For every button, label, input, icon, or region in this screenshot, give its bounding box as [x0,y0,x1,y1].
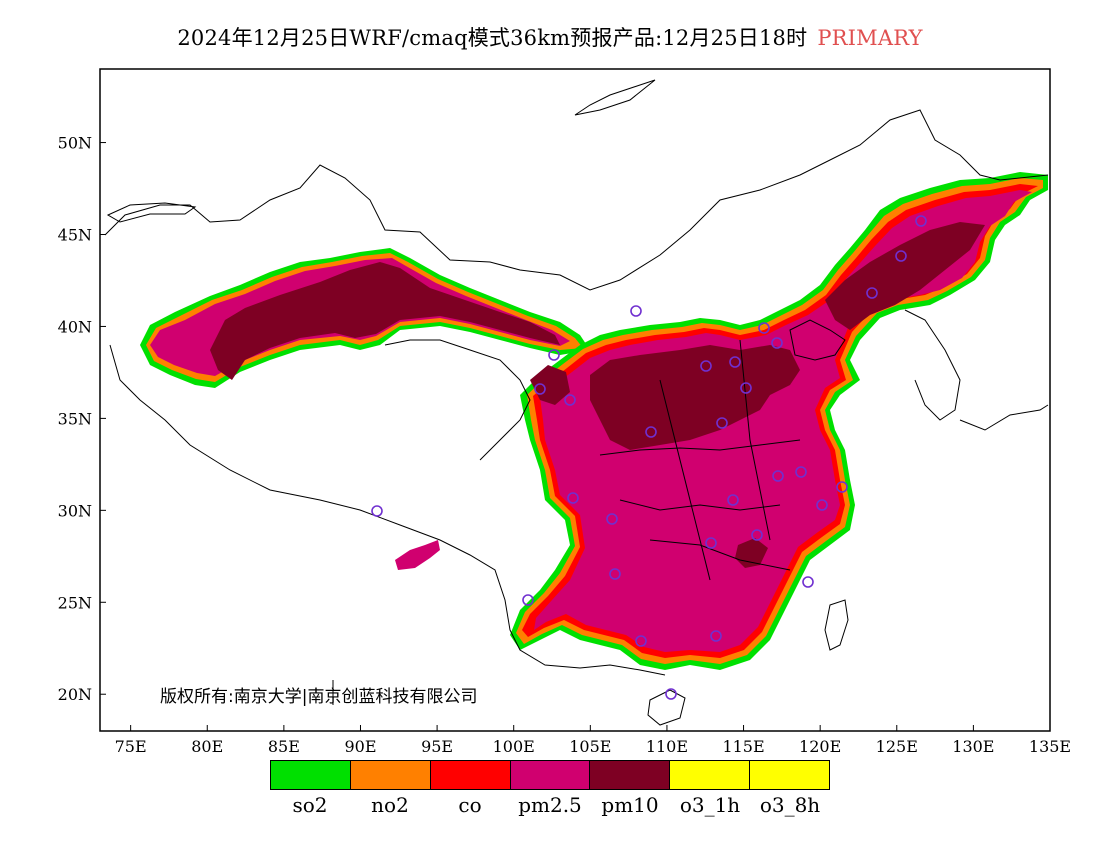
station-marker [727,494,739,506]
primary-tag: PRIMARY [817,26,923,50]
y-axis: 50N 45N 40N 35N 30N 25N 20N [58,134,106,704]
x-axis: 75E 80E 85E 90E 95E 100E 105E 110E 115E 120E 125E 1… [115,725,1071,756]
legend-label: pm2.5 [518,793,582,817]
legend-swatch-pm10 [590,761,671,789]
legend-swatch-co [430,761,511,789]
station-marker [716,417,728,429]
x-tick-label: 110E [646,737,688,756]
station-marker [609,568,621,580]
x-tick-label: 115E [722,737,764,756]
province-line-3 [649,539,791,571]
station-marker [740,382,752,394]
station-marker [534,383,546,395]
bohai-coast [789,319,846,361]
x-tick-label: 85E [268,737,300,756]
x-tick-label: 80E [191,737,223,756]
plot-frame [99,68,1051,732]
x-tick-label: 105E [569,737,611,756]
station-marker [816,499,828,511]
station-marker [371,505,383,517]
pm25-east-region [534,190,1032,652]
station-marker [710,630,722,642]
station-marker [548,349,560,361]
y-tick-label: 40N [58,317,92,336]
x-tick-label: 125E [876,737,918,756]
station-marker [758,322,770,334]
station-marker [802,576,814,588]
legend-label: pm10 [601,793,659,817]
map-title: 2024年12月25日WRF/cmaq模式36km预报产品:12月25日18时 P… [0,22,1100,52]
japan-coast [959,404,1049,431]
station-marker [522,594,534,606]
station-marker [606,513,618,525]
y-tick-label: 25N [58,593,92,612]
y-tick-label: 30N [58,501,92,520]
station-marker [729,356,741,368]
korea-coast [904,309,961,421]
legend-label: o3_8h [759,793,821,817]
hainan-coast [647,689,686,726]
province-line-4 [659,379,711,581]
station-markers [371,215,927,700]
station-marker [795,466,807,478]
province-line-5 [739,339,771,541]
legend-bar [270,760,830,790]
station-marker [866,287,878,299]
x-tick-label: 90E [344,737,376,756]
y-tick-label: 45N [58,226,92,245]
x-tick-label: 100E [493,737,535,756]
station-marker [915,215,927,227]
x-tick-label: 95E [421,737,453,756]
x-tick-label: 120E [799,737,841,756]
legend-label: co [458,793,482,817]
legend-label: so2 [292,793,328,817]
tibet-inner-line [384,339,531,461]
copyright-text: 版权所有:南京大学|南京创蓝科技有限公司 [160,687,478,707]
border-lines [104,79,1049,726]
y-tick-label: 20N [58,685,92,704]
pm10-layer [210,222,985,568]
station-marker [567,492,579,504]
legend-swatch-o38h [750,761,830,789]
station-marker [836,481,848,493]
pm10-north-china-plain [590,345,800,450]
china-southwest-border [109,344,666,676]
legend-label: o3_1h [679,793,741,817]
legend-label: no2 [371,793,409,817]
y-tick-label: 50N [58,134,92,153]
taiwan-coast [824,599,849,651]
station-marker [771,337,783,349]
west-lake-outline [106,202,197,223]
legend-labels: so2 no2 co pm2.5 pm10 o3_1h o3_8h [270,793,830,817]
station-marker [772,470,784,482]
x-tick-label: 135E [1029,737,1071,756]
station-marker [564,394,576,406]
province-line-2 [619,499,781,511]
station-marker [630,305,642,317]
station-marker [705,537,717,549]
station-marker [635,635,647,647]
pm10-sichuan-basin [530,365,570,405]
station-marker [665,688,677,700]
legend-swatch-pm25 [510,761,591,789]
station-marker [751,529,763,541]
station-marker [645,426,657,438]
china-border [104,109,1049,291]
pm10-northwest-band [210,262,560,380]
russia-coast [574,79,656,116]
x-tick-label: 130E [952,737,994,756]
y-tick-label: 35N [58,409,92,428]
pm25-tibet-patch [395,540,440,570]
pm10-northeast [825,222,985,330]
province-line-1 [599,439,801,456]
legend-swatch-no2 [350,761,431,789]
title-text: 2024年12月25日WRF/cmaq模式36km预报产品:12月25日18时 [177,26,808,50]
legend-swatch-so2 [271,761,351,789]
station-marker [895,250,907,262]
x-tick-label: 75E [115,737,147,756]
station-marker [700,360,712,372]
legend-swatch-o31h [670,761,751,789]
